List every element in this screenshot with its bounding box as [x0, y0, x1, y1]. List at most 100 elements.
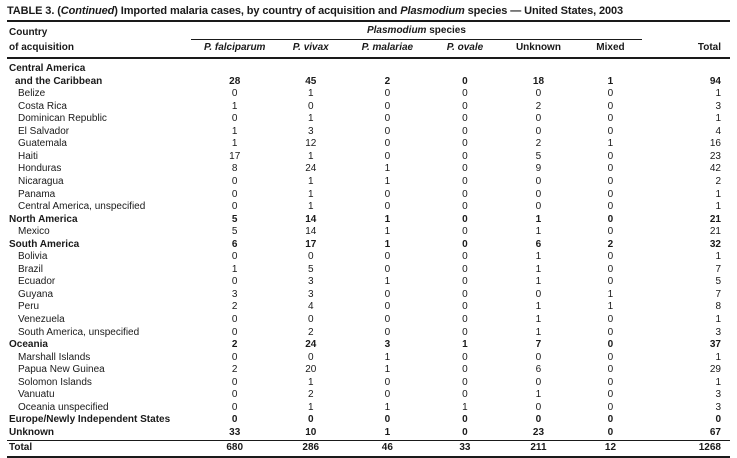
value-cell: 0 — [231, 376, 238, 388]
value-cell: 0 — [462, 150, 468, 162]
country-cell: Oceania unspecified — [18, 401, 109, 413]
value-cell: 0 — [607, 125, 614, 137]
value-cell: 0 — [462, 113, 468, 125]
value-cell: 0 — [384, 113, 391, 125]
value-cell: 0 — [535, 376, 542, 388]
column-header-country-line2: of acquisition — [7, 39, 191, 60]
country-cell: Haiti — [18, 150, 39, 162]
value-cell: 17 — [305, 238, 317, 250]
table-row: Unknown 33 10 1 0 23 0 67 — [7, 427, 730, 440]
table-row: Brazil 1 5 0 0 1 0 7 — [7, 264, 730, 277]
value-cell: 1 — [384, 176, 391, 188]
value-cell: 2 — [231, 364, 238, 376]
value-cell: 211 — [498, 439, 579, 458]
value-cell: 1 — [307, 201, 314, 213]
country-cell: North America — [9, 213, 78, 225]
value-cell: 0 — [607, 188, 614, 200]
table-row: Venezuela 0 0 0 0 1 0 1 — [7, 314, 730, 327]
value-cell: 3 — [307, 125, 314, 137]
value-cell: 29 — [709, 364, 721, 376]
value-cell: 286 — [278, 439, 343, 458]
value-cell: 0 — [607, 389, 614, 401]
value-cell: 4 — [307, 301, 314, 313]
value-cell: 45 — [305, 75, 317, 87]
value-cell: 3 — [307, 288, 314, 300]
table-row: Dominican Republic 0 1 0 0 0 0 1 — [7, 113, 730, 126]
value-cell: 3 — [715, 389, 721, 401]
value-cell: 0 — [607, 351, 614, 363]
table-row: Papua New Guinea 2 20 1 0 6 0 29 — [7, 364, 730, 377]
value-cell: 46 — [342, 439, 432, 458]
value-cell: 0 — [384, 201, 391, 213]
value-cell: 1 — [535, 276, 542, 288]
value-cell: 0 — [384, 376, 391, 388]
value-cell: 0 — [231, 188, 238, 200]
value-cell: 1 — [715, 113, 721, 125]
value-cell: 18 — [532, 75, 545, 87]
value-cell: 0 — [535, 351, 542, 363]
value-cell: 5 — [715, 276, 721, 288]
value-cell: 3 — [307, 276, 314, 288]
value-cell: 0 — [307, 100, 314, 112]
value-cell: 0 — [462, 226, 468, 238]
value-cell: 1 — [535, 314, 542, 326]
value-cell: 0 — [384, 263, 391, 275]
table-row: South America 6 17 1 0 6 2 32 — [7, 239, 730, 252]
value-cell: 0 — [384, 188, 391, 200]
value-cell: 14 — [305, 226, 317, 238]
value-cell: 0 — [535, 113, 542, 125]
title-part1: TABLE 3. ( — [7, 5, 61, 17]
value-cell: 0 — [462, 251, 468, 263]
value-cell: 0 — [607, 201, 614, 213]
value-cell: 0 — [462, 389, 468, 401]
value-cell: 1 — [307, 88, 314, 100]
table-row: Ecuador 0 3 1 0 1 0 5 — [7, 276, 730, 289]
value-cell: 1 — [231, 125, 238, 137]
value-cell: 33 — [229, 426, 241, 438]
column-header-mixed: Mixed — [578, 39, 643, 60]
table-row: Oceania 2 24 3 1 7 0 37 — [7, 339, 730, 352]
country-cell: Venezuela — [18, 314, 65, 326]
value-cell: 0 — [607, 314, 614, 326]
value-cell: 0 — [384, 389, 391, 401]
value-cell: 5 — [535, 150, 542, 162]
value-cell: 2 — [384, 75, 391, 87]
value-cell: 0 — [384, 100, 391, 112]
value-cell: 0 — [384, 138, 391, 150]
table-row: North America 5 14 1 0 1 0 21 — [7, 214, 730, 227]
value-cell: 2 — [607, 238, 614, 250]
value-cell: 20 — [305, 364, 317, 376]
value-cell: 0 — [535, 188, 542, 200]
value-cell: 0 — [462, 314, 468, 326]
column-header-p-falciparum: P. falciparum — [190, 39, 279, 60]
value-cell: 7 — [715, 263, 721, 275]
column-group-plasmodium-species: Plasmodium species — [190, 22, 643, 40]
value-cell: 0 — [462, 351, 468, 363]
value-cell: 0 — [462, 100, 468, 112]
value-cell: 0 — [307, 251, 314, 263]
value-cell: 1 — [462, 401, 468, 413]
value-cell: 1 — [535, 226, 542, 238]
title-part2: ) Imported malaria cases, by country of … — [114, 5, 401, 17]
value-cell: 42 — [709, 163, 721, 175]
value-cell: 0 — [607, 213, 614, 225]
value-cell: 37 — [709, 339, 721, 351]
value-cell: 0 — [462, 201, 468, 213]
value-cell: 0 — [607, 150, 614, 162]
value-cell: 1 — [715, 376, 721, 388]
table-row: Vanuatu 0 2 0 0 1 0 3 — [7, 389, 730, 402]
table-row: Panama 0 1 0 0 0 0 1 — [7, 189, 730, 202]
value-cell: 67 — [709, 426, 721, 438]
column-header-unknown: Unknown — [498, 39, 579, 60]
table-row: Guatemala 1 12 0 0 2 1 16 — [7, 138, 730, 151]
value-cell: 1 — [535, 301, 542, 313]
value-cell: 0 — [607, 88, 614, 100]
country-cell: Dominican Republic — [18, 113, 107, 125]
value-cell: 1 — [307, 150, 314, 162]
value-cell: 1 — [535, 263, 542, 275]
value-cell: 0 — [462, 176, 468, 188]
value-cell: 5 — [307, 263, 314, 275]
value-cell: 28 — [229, 75, 241, 87]
column-header-total: Total — [642, 39, 730, 60]
